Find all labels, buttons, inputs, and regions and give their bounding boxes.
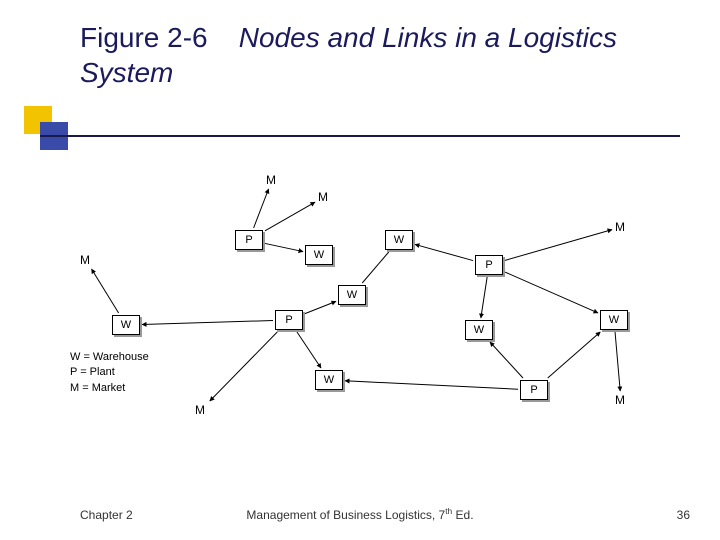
edge-P2-W0 xyxy=(142,320,273,324)
node-w0: W xyxy=(112,315,140,335)
figure-number: Figure 2-6 xyxy=(80,22,208,53)
edge-P2-M_bl xyxy=(210,332,277,401)
title-underline xyxy=(40,135,680,137)
edge-P3-W2 xyxy=(415,244,473,260)
slide: Figure 2-6 Nodes and Links in a Logistic… xyxy=(0,0,720,540)
edge-W0-M_left xyxy=(92,269,119,313)
label-m_top2: M xyxy=(318,190,328,204)
edge-P2-W3 xyxy=(305,301,336,313)
edge-P1-M_top2 xyxy=(265,202,315,231)
edge-P3-M_tr xyxy=(505,230,612,261)
node-w4: W xyxy=(465,320,493,340)
label-m_tr: M xyxy=(615,220,625,234)
footer-book-title: Management of Business Logistics, 7th Ed… xyxy=(0,506,720,522)
edges-layer xyxy=(60,175,680,445)
edge-P4-W6 xyxy=(548,332,601,378)
footer-center-pre: Management of Business Logistics, 7 xyxy=(246,508,445,522)
edge-P3-W4 xyxy=(481,277,487,318)
legend-line-1: P = Plant xyxy=(70,365,149,380)
edge-P1-M_top1 xyxy=(254,189,269,228)
label-m_top1: M xyxy=(266,173,276,187)
node-w6: W xyxy=(600,310,628,330)
label-m_br: M xyxy=(615,393,625,407)
network-diagram: W = WarehouseP = PlantM = Market PWWPWPW… xyxy=(60,175,680,445)
edge-W6-M_br xyxy=(615,332,620,391)
footer-center-post: Ed. xyxy=(452,508,473,522)
edge-P2-W5 xyxy=(297,332,321,368)
footer-page-number: 36 xyxy=(677,508,690,522)
node-w5: W xyxy=(315,370,343,390)
label-m_left: M xyxy=(80,253,90,267)
node-p4: P xyxy=(520,380,548,400)
label-m_bl: M xyxy=(195,403,205,417)
node-w3: W xyxy=(338,285,366,305)
edge-P4-W5 xyxy=(345,381,518,389)
legend: W = WarehouseP = PlantM = Market xyxy=(70,350,149,396)
node-p1: P xyxy=(235,230,263,250)
legend-line-2: M = Market xyxy=(70,381,149,396)
node-p2: P xyxy=(275,310,303,330)
node-w1: W xyxy=(305,245,333,265)
figure-title: Figure 2-6 Nodes and Links in a Logistic… xyxy=(80,20,700,90)
node-p3: P xyxy=(475,255,503,275)
edge-W3-W2 xyxy=(362,252,388,283)
node-w2: W xyxy=(385,230,413,250)
legend-line-0: W = Warehouse xyxy=(70,350,149,365)
edge-P3-W6 xyxy=(505,272,598,313)
edge-P1-W1 xyxy=(265,243,303,251)
edge-P4-W4 xyxy=(490,342,523,378)
